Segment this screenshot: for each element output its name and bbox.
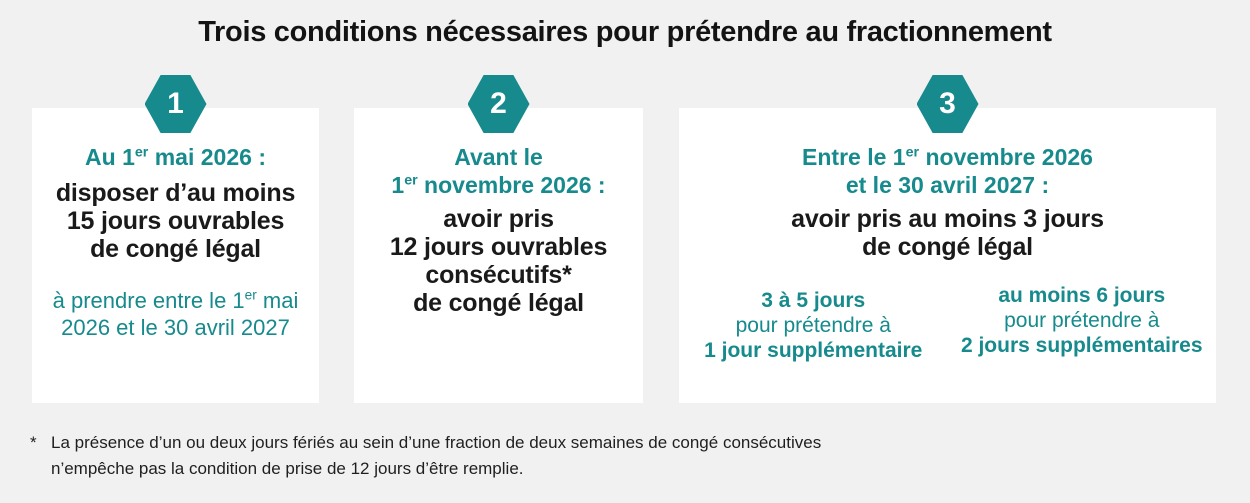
card-2-body-line-4: de congé légal [413, 289, 584, 317]
card-1-body-line-1: disposer d’au moins [55, 179, 296, 207]
condition-card-1: 1 Au 1er mai 2026 : disposer d’au moins … [32, 75, 319, 403]
badge-2-number: 2 [490, 87, 507, 120]
card-2-body: avoir pris 12 jours ouvrables consécutif… [354, 205, 643, 317]
card-3-heading: Entre le 1er novembre 2026 et le 30 avri… [679, 143, 1216, 199]
footnote-asterisk: * [30, 433, 37, 452]
card-3-options: 3 à 5 jours pour prétendre à 1 jour supp… [679, 283, 1216, 363]
card-2-heading: Avant le 1er novembre 2026 : [354, 143, 643, 199]
footnote: * La présence d’un ou deux jours fériés … [30, 430, 821, 482]
card-3-heading-line-2: et le 30 avril 2027 : [845, 172, 1050, 198]
badge-1-number: 1 [167, 87, 184, 120]
card-2-body-line-3: consécutifs* [425, 261, 572, 289]
card-2-heading-line-1: Avant le [454, 144, 543, 170]
option-right-result: 2 jours supplémentaires [960, 334, 1203, 357]
option-left-days: 3 à 5 jours [761, 289, 866, 312]
badge-1-hexagon: 1 [144, 75, 207, 133]
card-2-heading-sup: er [404, 172, 418, 189]
card-2-heading-text-end: novembre 2026 : [417, 172, 606, 198]
card-1-note-text: à prendre entre le 1 [52, 288, 245, 313]
badge-3-hexagon: 3 [916, 75, 979, 133]
card-3-heading-text-end: novembre 2026 [919, 144, 1093, 170]
card-1-note-line-1: à prendre entre le 1er mai [53, 288, 299, 313]
card-2-body-line-1: avoir pris [443, 205, 554, 233]
card-1-note: à prendre entre le 1er mai 2026 et le 30… [32, 287, 319, 341]
option-left-result: 1 jour supplémentaire [704, 339, 923, 362]
card-3-heading-sup: er [905, 144, 920, 161]
footnote-line-2: n’empêche pas la condition de prise de 1… [51, 459, 524, 478]
card-1-note-sup: er [244, 287, 257, 303]
card-1-heading-text: Au 1 [85, 144, 135, 170]
condition-card-2: 2 Avant le 1er novembre 2026 : avoir pri… [354, 75, 643, 403]
page-title: Trois conditions nécessaires pour préten… [198, 16, 1052, 48]
option-3-to-5-days: 3 à 5 jours pour prétendre à 1 jour supp… [679, 283, 948, 363]
badge-2-hexagon: 2 [467, 75, 530, 133]
card-1-body-line-2: 15 jours ouvrables [66, 207, 285, 235]
card-1-note-text-end: mai [256, 288, 299, 313]
card-1-heading-sup: er [134, 144, 149, 161]
card-1-heading: Au 1er mai 2026 : [32, 143, 319, 171]
card-3-body-line-1: avoir pris au moins 3 jours [791, 205, 1104, 233]
option-6-plus-days: au moins 6 jours pour prétendre à 2 jour… [948, 283, 1217, 363]
card-2-heading-text: 1 [391, 172, 405, 198]
card-1-body-line-3: de congé légal [90, 235, 261, 263]
card-3-heading-line-1: Entre le 1er novembre 2026 [802, 144, 1093, 170]
card-3-body: avoir pris au moins 3 jours de congé lég… [679, 205, 1216, 261]
footnote-text: La présence d’un ou deux jours fériés au… [51, 430, 821, 482]
card-3-body-line-2: de congé légal [862, 233, 1033, 261]
card-2-heading-line-2: 1er novembre 2026 : [391, 172, 605, 198]
card-1-note-line-2: 2026 et le 30 avril 2027 [61, 315, 290, 340]
footnote-line-1: La présence d’un ou deux jours fériés au… [51, 433, 822, 452]
condition-card-3: 3 Entre le 1er novembre 2026 et le 30 av… [679, 75, 1216, 403]
option-left-connector: pour prétendre à [735, 314, 891, 337]
card-1-heading-text-end: mai 2026 : [148, 144, 266, 170]
badge-3-number: 3 [939, 87, 956, 120]
option-right-days: au moins 6 jours [998, 284, 1166, 307]
card-3-heading-text: Entre le 1 [802, 144, 906, 170]
option-right-connector: pour prétendre à [1004, 309, 1160, 332]
card-1-body: disposer d’au moins 15 jours ouvrables d… [32, 179, 319, 263]
card-2-body-line-2: 12 jours ouvrables [389, 233, 608, 261]
